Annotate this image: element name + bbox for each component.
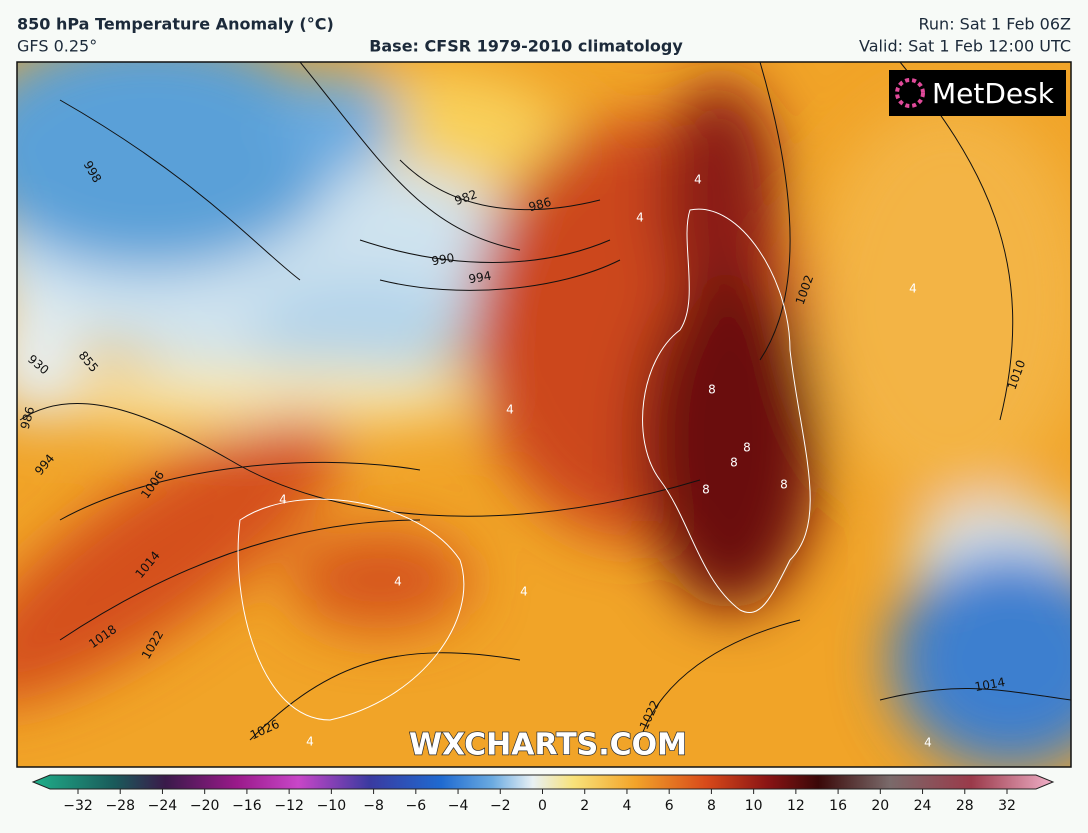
colorbar-tick-label: 0 bbox=[538, 798, 547, 814]
colorbar-tick-label: −8 bbox=[363, 798, 384, 814]
anomaly-label: 4 bbox=[279, 493, 287, 507]
base: Base: CFSR 1979-2010 climatology bbox=[369, 37, 683, 56]
colorbar-tick-label: 2 bbox=[580, 798, 589, 814]
colorbar-tick-label: −6 bbox=[405, 798, 426, 814]
anomaly-label: 8 bbox=[708, 383, 716, 397]
colorbar-tick-label: 32 bbox=[998, 798, 1016, 814]
valid: Valid: Sat 1 Feb 12:00 UTC bbox=[859, 37, 1071, 56]
anomaly-label: 4 bbox=[924, 736, 932, 750]
colorbar-tick-label: 10 bbox=[745, 798, 763, 814]
map-frame bbox=[16, 61, 1072, 768]
colorbar-tick-label: −10 bbox=[317, 798, 347, 814]
colorbar-ticks: −32 −28 −24 −20 −16 −12 −10 −8 −6 −4 −2 0 2 4 6 8 10 12 16… bbox=[63, 789, 1016, 814]
anomaly-label: 4 bbox=[694, 173, 702, 187]
colorbar-tick-label: 4 bbox=[622, 798, 631, 814]
anomaly-label: 4 bbox=[506, 403, 514, 417]
colorbar bbox=[31, 774, 1055, 790]
logo-text: MetDesk bbox=[932, 77, 1055, 110]
anomaly-label: 8 bbox=[780, 478, 788, 492]
isobar-label: 1014 bbox=[974, 675, 1007, 694]
colorbar-tick-label: −28 bbox=[105, 798, 135, 814]
colorbar-tick-label: −20 bbox=[190, 798, 220, 814]
anomaly-label: 4 bbox=[394, 575, 402, 589]
colorbar-tick-label: 28 bbox=[956, 798, 974, 814]
logo-box bbox=[889, 70, 1066, 116]
anomaly-label: 4 bbox=[636, 211, 644, 225]
model: GFS 0.25° bbox=[17, 37, 97, 56]
colorbar-tick-label: −4 bbox=[448, 798, 469, 814]
isobar-label: 986 bbox=[18, 405, 37, 431]
title: 850 hPa Temperature Anomaly (°C) bbox=[17, 15, 334, 34]
colorbar-tick-label: −16 bbox=[232, 798, 262, 814]
colorbar-tick-label: 8 bbox=[707, 798, 716, 814]
colorbar-tick-label: 6 bbox=[665, 798, 674, 814]
isobar-label: 990 bbox=[430, 251, 455, 269]
colorbar-tick-label: −24 bbox=[148, 798, 178, 814]
colorbar-tick-label: −2 bbox=[490, 798, 511, 814]
watermark: WXCHARTS.COM bbox=[409, 728, 687, 763]
anomaly-label: 4 bbox=[520, 585, 528, 599]
colorbar-tick-label: 24 bbox=[914, 798, 932, 814]
isobar-label: 994 bbox=[467, 269, 492, 287]
colorbar-tick-label: 20 bbox=[871, 798, 889, 814]
isobar-label: 986 bbox=[527, 195, 553, 214]
run: Run: Sat 1 Feb 06Z bbox=[919, 15, 1072, 34]
colorbar-tick-label: 12 bbox=[787, 798, 805, 814]
anomaly-label: 8 bbox=[743, 441, 751, 455]
colorbar-tick-label: −32 bbox=[63, 798, 93, 814]
colorbar-tick-label: 16 bbox=[829, 798, 847, 814]
logo-icon bbox=[895, 78, 925, 108]
anomaly-label: 8 bbox=[730, 456, 738, 470]
anomaly-label: 4 bbox=[909, 282, 917, 296]
anomaly-label: 8 bbox=[702, 483, 710, 497]
colorbar-tick-label: −12 bbox=[274, 798, 304, 814]
anomaly-label: 4 bbox=[306, 735, 314, 749]
